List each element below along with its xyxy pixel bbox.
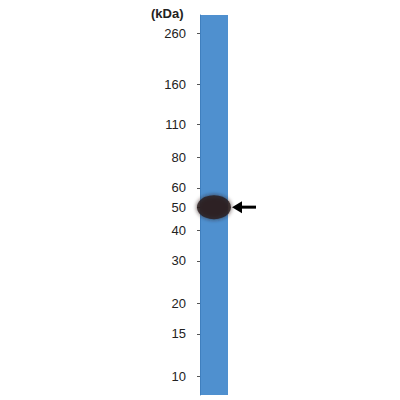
svg-text:60: 60 [172,180,186,195]
svg-text:260: 260 [164,26,186,41]
svg-text:20: 20 [172,296,186,311]
svg-text:40: 40 [172,223,186,238]
svg-text:80: 80 [172,150,186,165]
svg-text:15: 15 [172,326,186,341]
svg-text:160: 160 [164,77,186,92]
svg-text:110: 110 [165,117,186,132]
svg-text:30: 30 [172,253,186,268]
svg-text:50: 50 [172,200,186,215]
svg-text:10: 10 [172,369,186,384]
svg-text:(kDa): (kDa) [151,6,184,21]
